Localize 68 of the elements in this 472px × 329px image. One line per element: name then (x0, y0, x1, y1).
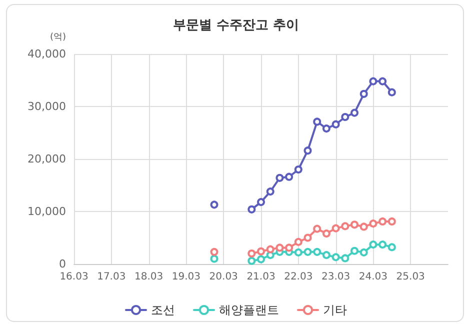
point (304, 234, 312, 242)
point (378, 240, 387, 249)
y-tick-label: 10,000 (28, 205, 66, 218)
point (350, 220, 358, 229)
point (378, 217, 387, 226)
point (322, 124, 330, 133)
point (360, 90, 368, 98)
y-tick-label: 0 (59, 258, 66, 270)
point (341, 222, 350, 230)
point (369, 220, 378, 228)
point (276, 244, 284, 252)
point (332, 253, 340, 262)
point (360, 248, 368, 256)
x-tick-label: 17.03 (97, 272, 126, 282)
point (378, 77, 387, 86)
point (388, 217, 396, 226)
x-tick-label: 18.03 (134, 272, 164, 282)
point (332, 224, 340, 232)
y-tick-label: 20,000 (28, 152, 66, 166)
point (248, 256, 256, 265)
point (388, 243, 396, 252)
y-tick-label: 40,000 (28, 48, 66, 60)
point (369, 240, 378, 249)
point (360, 222, 368, 231)
point (313, 224, 322, 233)
x-tick-label: 16.03 (60, 272, 88, 282)
point (350, 246, 358, 255)
y-axis-title: (억) (50, 32, 66, 42)
point (210, 200, 218, 209)
point (341, 113, 350, 121)
point (210, 254, 218, 263)
legend-label: 해양플랜트 (219, 303, 279, 317)
x-tick-label: 25.03 (396, 272, 425, 282)
point (294, 238, 302, 246)
point (322, 230, 330, 238)
x-tick-label: 24.03 (358, 272, 388, 282)
point (210, 248, 218, 256)
y-tick-label: 30,000 (28, 100, 66, 113)
chart-title: 부문별 수주잔고 추이 (172, 18, 300, 33)
point (285, 244, 294, 252)
point (257, 247, 265, 256)
point (369, 77, 378, 86)
point (350, 108, 358, 117)
point (248, 250, 256, 258)
point (341, 254, 350, 262)
x-tick-label: 19.03 (172, 272, 201, 282)
point (276, 174, 284, 182)
point (257, 255, 265, 264)
point (294, 166, 302, 174)
x-tick-label: 21.03 (246, 272, 276, 282)
point (304, 146, 312, 155)
x-tick-label: 22.03 (284, 272, 313, 282)
point (257, 198, 265, 206)
point (266, 188, 274, 196)
x-tick-label: 20.03 (209, 272, 238, 282)
point (388, 88, 396, 96)
point (266, 245, 274, 254)
point (313, 118, 322, 126)
point (294, 248, 302, 256)
point (313, 248, 322, 256)
point (248, 205, 256, 214)
point (332, 120, 340, 128)
point (304, 248, 312, 256)
legend-label: 기타 (323, 303, 347, 317)
x-tick-label: 23.03 (321, 272, 350, 282)
legend-label: 조선 (151, 303, 175, 317)
point (322, 251, 330, 260)
point (285, 172, 294, 181)
